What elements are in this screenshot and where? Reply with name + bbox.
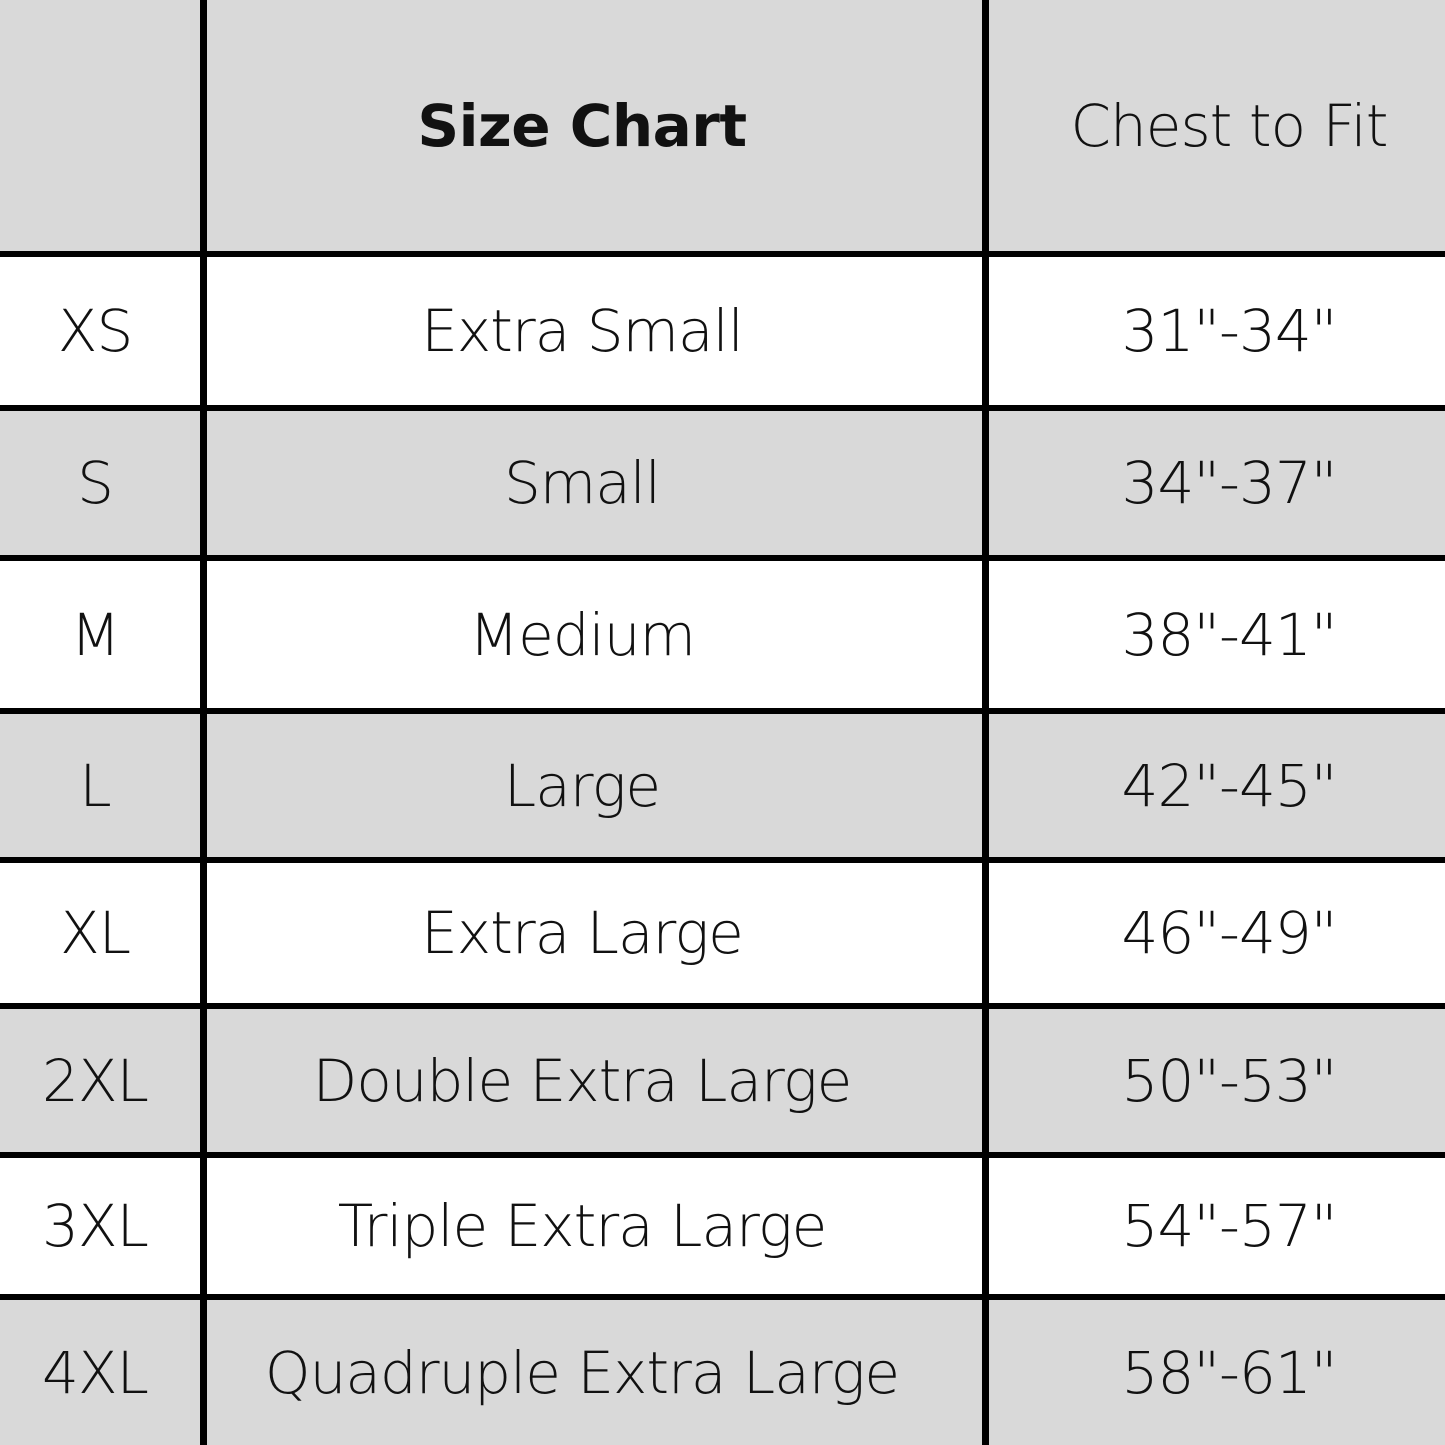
chest-range: 58"-61" bbox=[1121, 1338, 1338, 1407]
table-row: S Small 34"-37" bbox=[0, 411, 1445, 555]
table-row: 4XL Quadruple Extra Large 58"-61" bbox=[0, 1300, 1445, 1445]
header-chest: Chest to Fit bbox=[1070, 91, 1389, 160]
chest-range: 42"-45" bbox=[1121, 751, 1338, 820]
table-row: 3XL Triple Extra Large 54"-57" bbox=[0, 1158, 1445, 1294]
size-name: Medium bbox=[469, 600, 696, 669]
chest-range: 34"-37" bbox=[1121, 449, 1338, 517]
size-name: Double Extra Large bbox=[312, 1046, 853, 1115]
chest-range: 38"-41" bbox=[1121, 600, 1338, 669]
row-divider bbox=[0, 1294, 1445, 1300]
row-divider bbox=[0, 405, 1445, 411]
column-divider bbox=[200, 0, 207, 1445]
size-name: Small bbox=[503, 449, 661, 517]
chest-range: 31"-34" bbox=[1121, 297, 1338, 365]
size-code: S bbox=[77, 449, 114, 517]
column-divider bbox=[982, 0, 989, 1445]
table-row: 2XL Double Extra Large 50"-53" bbox=[0, 1009, 1445, 1152]
size-name: Quadruple Extra Large bbox=[264, 1338, 900, 1407]
chest-range: 54"-57" bbox=[1121, 1192, 1338, 1260]
row-divider bbox=[0, 1152, 1445, 1158]
size-code: L bbox=[79, 751, 111, 820]
size-code: 3XL bbox=[42, 1192, 149, 1260]
table-row: M Medium 38"-41" bbox=[0, 561, 1445, 708]
header-size-cell bbox=[0, 0, 190, 251]
header-row: Size Chart Chest to Fit bbox=[0, 0, 1445, 251]
chest-range: 46"-49" bbox=[1121, 899, 1338, 967]
size-name: Large bbox=[503, 751, 661, 820]
size-code: M bbox=[70, 600, 120, 669]
row-divider bbox=[0, 1003, 1445, 1009]
size-name: Triple Extra Large bbox=[337, 1192, 828, 1260]
table-row: XS Extra Small 31"-34" bbox=[0, 257, 1445, 405]
size-name: Extra Small bbox=[421, 297, 744, 365]
size-code: 4XL bbox=[42, 1338, 149, 1407]
size-name: Extra Large bbox=[421, 899, 744, 967]
row-divider bbox=[0, 708, 1445, 714]
chest-range: 50"-53" bbox=[1121, 1046, 1338, 1115]
size-code: 2XL bbox=[42, 1046, 149, 1115]
size-code: XL bbox=[59, 899, 131, 967]
table-row: XL Extra Large 46"-49" bbox=[0, 863, 1445, 1003]
table-row: L Large 42"-45" bbox=[0, 714, 1445, 857]
row-divider bbox=[0, 251, 1445, 257]
row-divider bbox=[0, 857, 1445, 863]
size-code: XS bbox=[57, 297, 134, 365]
header-title: Size Chart bbox=[417, 91, 747, 160]
row-divider bbox=[0, 555, 1445, 561]
